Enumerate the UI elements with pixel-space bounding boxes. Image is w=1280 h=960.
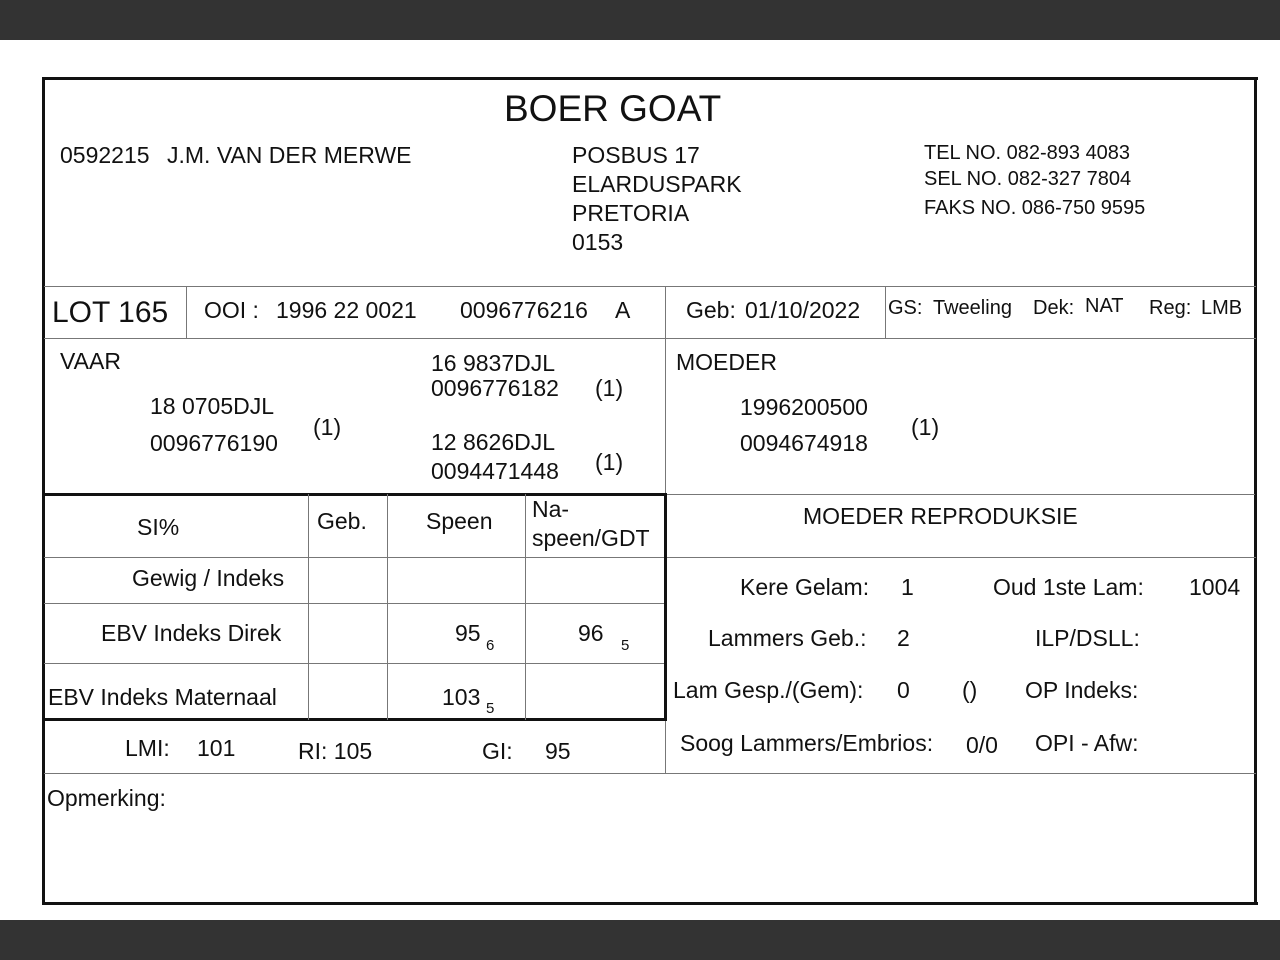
row-label: Gewig / Indeks (132, 565, 285, 591)
row-label: EBV Indeks Maternaal (48, 684, 277, 710)
repro-title: MOEDER REPRODUKSIE (803, 503, 1078, 529)
moeder-label: MOEDER (676, 349, 777, 375)
ooi-label: OOI : (204, 297, 259, 323)
address-line: PRETORIA (572, 200, 690, 226)
gi-value: 95 (545, 738, 571, 764)
sire-count: (1) (595, 375, 624, 401)
address-line: ELARDUSPARK (572, 171, 742, 197)
faks: FAKS NO. 086-750 9595 (924, 197, 1146, 219)
page-title: BOER GOAT (504, 88, 722, 129)
op-label: OP Indeks: (1025, 677, 1139, 703)
lmi-value: 101 (197, 735, 236, 761)
header-naspeen-2: speen/GDT (532, 525, 650, 551)
gesp-label: Lam Gesp./(Gem): (673, 677, 864, 703)
tel: TEL NO. 082-893 4083 (924, 142, 1131, 164)
moeder-count: (1) (911, 414, 940, 440)
top-bar (0, 0, 1280, 40)
vaar-id: 18 0705DJL (150, 393, 275, 419)
speen-sub: 5 (486, 700, 495, 717)
header-geb: Geb. (317, 508, 367, 534)
address-line: 0153 (572, 229, 624, 255)
opmerking-label: Opmerking: (47, 785, 166, 811)
geb-date: 01/10/2022 (745, 297, 861, 323)
geb-label: Geb: (686, 297, 736, 323)
kere-value: 1 (901, 574, 914, 600)
naspeen-sub: 5 (621, 637, 630, 654)
owner-name: J.M. VAN DER MERWE (167, 142, 412, 168)
dam-id: 12 8626DJL (431, 429, 556, 455)
lot-number: LOT 165 (52, 296, 169, 329)
sire-number: 0096776182 (431, 375, 559, 401)
vaar-label: VAAR (60, 348, 121, 374)
bottom-bar (0, 920, 1280, 960)
dek-value: NAT (1085, 295, 1124, 317)
ooi-id: 1996 22 0021 (276, 297, 417, 323)
soog-label: Soog Lammers/Embrios: (680, 730, 934, 756)
row-label: EBV Indeks Direk (101, 620, 282, 646)
soog-value: 0/0 (966, 732, 998, 758)
oud-value: 1004 (1189, 574, 1241, 600)
vaar-count: (1) (313, 414, 342, 440)
owner-id: 0592215 (60, 142, 150, 168)
header-naspeen: Na- (532, 496, 570, 522)
sire-id: 16 9837DJL (431, 350, 556, 376)
speen-value: 95 (455, 620, 481, 646)
header-speen: Speen (426, 508, 493, 534)
reg-value: LMB (1201, 297, 1243, 319)
moeder-id: 1996200500 (740, 394, 868, 420)
ooi-number: 0096776216 (460, 297, 588, 323)
ooi-grade: A (615, 297, 631, 323)
ri: RI: 105 (298, 738, 373, 764)
sel: SEL NO. 082-327 7804 (924, 168, 1132, 190)
naspeen-value: 96 (578, 620, 604, 646)
moeder-number: 0094674918 (740, 430, 868, 456)
address-line: POSBUS 17 (572, 142, 700, 168)
reg-label: Reg: (1149, 297, 1192, 319)
header-si: SI% (137, 514, 180, 540)
lammers-label: Lammers Geb.: (708, 625, 867, 651)
kere-label: Kere Gelam: (740, 574, 870, 600)
lmi-label: LMI: (125, 735, 170, 761)
vaar-number: 0096776190 (150, 430, 278, 456)
gesp-value: 0 (897, 677, 910, 703)
oud-label: Oud 1ste Lam: (993, 574, 1144, 600)
gs-value: Tweeling (933, 297, 1012, 319)
dek-label: Dek: (1033, 297, 1075, 319)
speen-value: 103 (442, 684, 481, 710)
dam-number: 0094471448 (431, 458, 559, 484)
ilp-label: ILP/DSLL: (1035, 625, 1140, 651)
lammers-value: 2 (897, 625, 910, 651)
gem-value: () (962, 677, 978, 703)
speen-sub: 6 (486, 637, 495, 654)
gi-label: GI: (482, 738, 513, 764)
gs-label: GS: (888, 297, 923, 319)
opi-label: OPI - Afw: (1035, 730, 1139, 756)
dam-count: (1) (595, 449, 624, 475)
